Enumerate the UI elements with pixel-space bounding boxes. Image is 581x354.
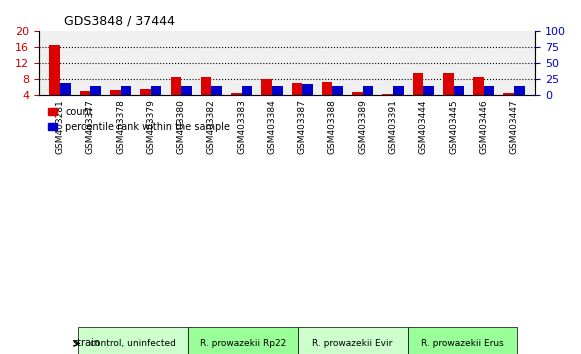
Bar	[413, 73, 424, 95]
Bar	[302, 84, 313, 95]
FancyBboxPatch shape	[188, 327, 298, 354]
Bar	[352, 92, 363, 95]
Bar	[60, 83, 71, 95]
Bar	[201, 76, 211, 95]
Bar	[322, 82, 332, 95]
FancyBboxPatch shape	[78, 327, 188, 354]
Bar	[393, 86, 404, 95]
Bar	[181, 86, 192, 95]
Bar	[211, 86, 222, 95]
Bar	[121, 86, 131, 95]
Text: control, uninfected: control, uninfected	[90, 339, 176, 348]
Bar	[454, 86, 464, 95]
FancyBboxPatch shape	[298, 327, 408, 354]
Bar	[332, 86, 343, 95]
Bar	[80, 91, 90, 95]
Bar	[514, 86, 525, 95]
Bar	[504, 92, 514, 95]
Bar	[90, 86, 101, 95]
Bar	[261, 79, 272, 95]
Bar	[363, 86, 374, 95]
Bar	[484, 86, 494, 95]
FancyBboxPatch shape	[408, 327, 518, 354]
Text: R. prowazekii Rp22: R. prowazekii Rp22	[200, 339, 286, 348]
Text: strain: strain	[73, 338, 101, 348]
Bar	[49, 45, 60, 95]
Legend: count, percentile rank within the sample: count, percentile rank within the sample	[44, 103, 234, 136]
Bar	[424, 86, 434, 95]
Bar	[473, 77, 484, 95]
Bar	[272, 86, 282, 95]
Bar	[140, 89, 151, 95]
Bar	[242, 86, 252, 95]
Bar	[443, 73, 454, 95]
Text: R. prowazekii Erus: R. prowazekii Erus	[421, 339, 504, 348]
Bar	[170, 76, 181, 95]
Bar	[110, 90, 121, 95]
Bar	[151, 86, 162, 95]
Text: GDS3848 / 37444: GDS3848 / 37444	[64, 15, 174, 28]
Bar	[292, 83, 302, 95]
Bar	[382, 94, 393, 95]
Bar	[231, 93, 242, 95]
Text: R. prowazekii Evir: R. prowazekii Evir	[313, 339, 393, 348]
